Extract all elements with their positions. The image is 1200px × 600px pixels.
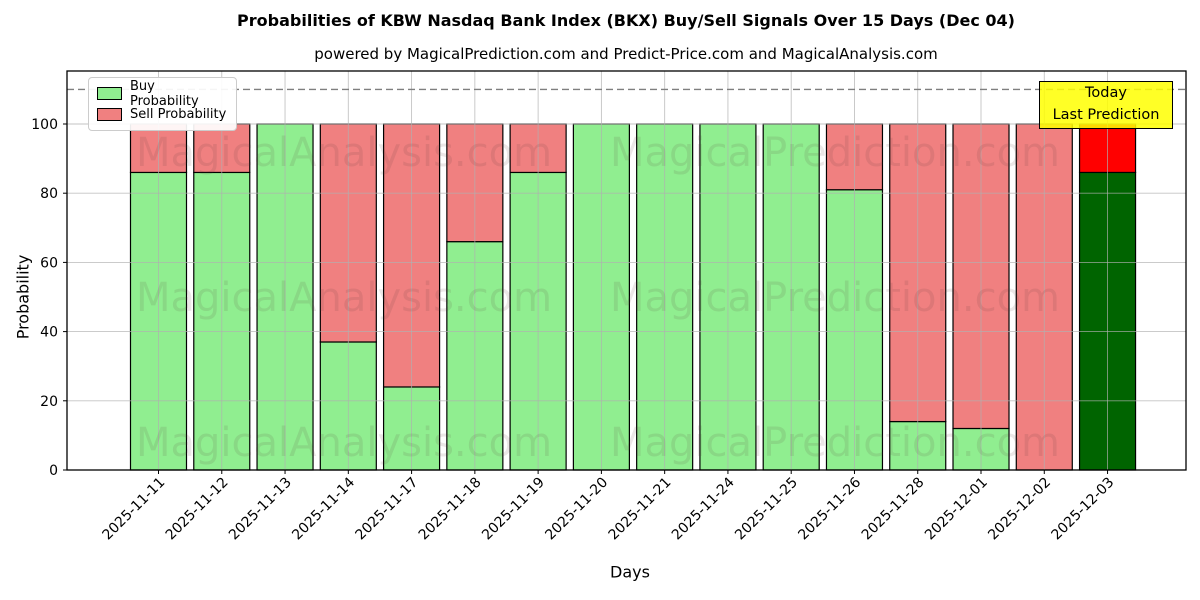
x-tick-label: 2025-11-24 (669, 474, 738, 543)
watermark-text: MagicalPrediction.com (610, 275, 1060, 321)
y-tick-label: 60 (40, 255, 58, 271)
x-tick-label: 2025-11-17 (353, 475, 422, 544)
x-tick-label: 2025-11-11 (99, 475, 168, 544)
x-tick-label: 2025-12-02 (985, 475, 1054, 544)
buy-swatch-icon (97, 87, 122, 100)
legend-label-buy: Buy Probability (130, 78, 199, 109)
watermark-text: MagicalAnalysis.com (136, 130, 552, 176)
legend-label-sell: Sell Probability (130, 107, 227, 122)
y-tick-label: 20 (40, 394, 58, 410)
legend-item-buy: Buy Probability (97, 79, 227, 109)
x-tick-label: 2025-11-19 (479, 475, 548, 544)
x-tick-label: 2025-11-18 (416, 475, 485, 544)
x-tick-label: 2025-11-28 (859, 475, 928, 544)
y-tick-label: 100 (31, 117, 58, 133)
x-tick-label: 2025-12-01 (922, 475, 991, 544)
y-tick-label: 40 (40, 325, 58, 341)
legend-item-sell: Sell Probability (97, 104, 227, 125)
x-tick-label: 2025-11-14 (289, 474, 358, 543)
today-annotation-line2: Last Prediction (1052, 107, 1160, 123)
x-tick-label: 2025-12-03 (1049, 475, 1118, 544)
x-tick-label: 2025-11-25 (732, 475, 801, 544)
x-tick-label: 2025-11-12 (163, 475, 232, 544)
plot-border (66, 70, 1187, 471)
sell-swatch-icon (97, 108, 122, 121)
x-tick-label: 2025-11-26 (795, 474, 864, 543)
legend: Buy Probability Sell Probability (88, 77, 237, 131)
y-tick-label: 0 (49, 463, 58, 479)
x-tick-label: 2025-11-21 (606, 475, 675, 544)
chart-title: Probabilities of KBW Nasdaq Bank Index (… (237, 11, 1015, 30)
today-annotation: Today Last Prediction (1039, 81, 1173, 129)
x-axis-label: Days (610, 562, 650, 582)
today-annotation-line1: Today (1085, 85, 1127, 102)
watermark-text: MagicalAnalysis.com (136, 420, 552, 466)
y-axis-label: Probability (13, 254, 33, 340)
watermark-text: MagicalAnalysis.com (136, 275, 552, 321)
chart-subtitle: powered by MagicalPrediction.com and Pre… (314, 45, 938, 63)
watermark-text: MagicalPrediction.com (610, 130, 1060, 176)
y-tick-label: 80 (40, 186, 58, 202)
x-tick-label: 2025-11-13 (226, 475, 295, 544)
x-tick-label: 2025-11-20 (542, 475, 611, 544)
watermark-text: MagicalPrediction.com (610, 420, 1060, 466)
